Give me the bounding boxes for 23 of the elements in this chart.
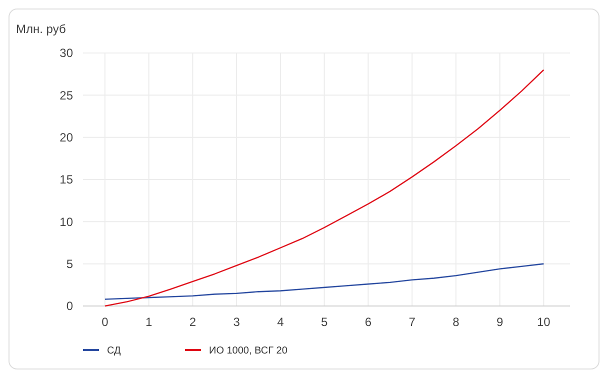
y-tick-label: 15: [60, 172, 74, 187]
x-tick-label: 8: [452, 315, 460, 329]
x-tick-label: 7: [408, 315, 416, 329]
y-tick-label: 30: [60, 46, 74, 60]
x-tick-label: 2: [189, 315, 196, 329]
y-tick-label: 25: [60, 88, 74, 102]
x-tick-label: 10: [536, 315, 551, 329]
x-tick-label: 3: [233, 315, 240, 329]
x-tick-label: 6: [364, 315, 372, 329]
x-tick-label: 9: [496, 315, 504, 329]
x-tick-label: 5: [320, 315, 328, 329]
legend-label: СД: [107, 346, 121, 356]
legend-label: ИО 1000, ВСГ 20: [209, 346, 288, 356]
x-tick-label: 0: [102, 315, 109, 329]
y-tick-label: 20: [60, 130, 74, 145]
y-tick-label: 5: [66, 257, 74, 272]
y-axis-title: Млн. руб: [16, 22, 66, 36]
x-tick-label: 4: [277, 315, 284, 329]
y-tick-label: 10: [60, 214, 74, 229]
line-series: [104, 69, 544, 307]
line-series: [104, 263, 544, 300]
y-tick-label: 0: [66, 299, 74, 314]
x-tick-label: 1: [145, 315, 152, 329]
